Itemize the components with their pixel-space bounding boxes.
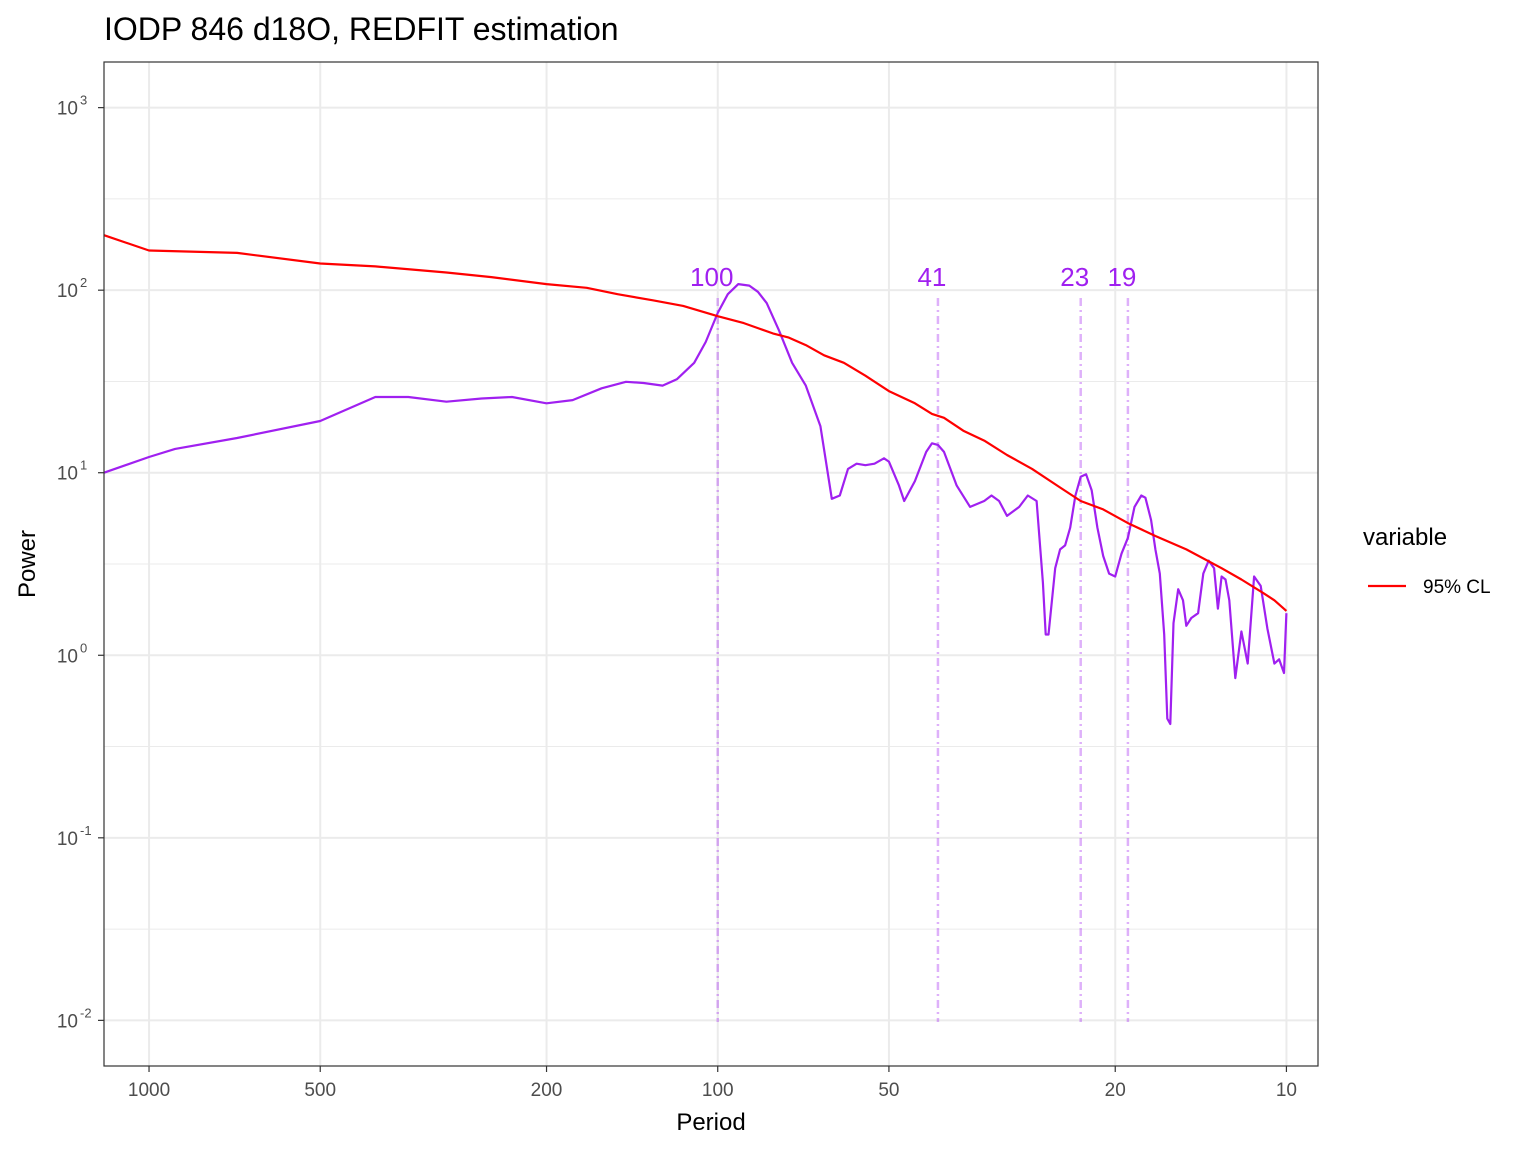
x-axis-ticks: 1000 500 200 100 50 20 10 <box>128 1066 1297 1101</box>
y-tick-exponent: 3 <box>80 93 87 108</box>
legend-title: variable <box>1363 524 1447 551</box>
x-tick-label: 1000 <box>128 1080 170 1101</box>
x-tick-label: 200 <box>531 1080 563 1101</box>
y-tick-exponent: 2 <box>80 275 87 290</box>
series-line-95cl <box>103 234 1288 612</box>
peak-period-labels: 100 41 23 19 <box>690 262 1136 292</box>
y-tick-label: 10 <box>57 464 78 485</box>
y-tick-label: 10 <box>57 829 78 850</box>
chart-title: IODP 846 d18O, REDFIT estimation <box>104 11 619 47</box>
legend: variable 95% CL <box>1363 524 1491 598</box>
y-axis-title: Power <box>14 530 41 598</box>
peak-label-23: 23 <box>1060 262 1089 292</box>
x-tick-label: 20 <box>1105 1080 1126 1101</box>
y-tick-exponent: -1 <box>80 823 92 838</box>
legend-label-95cl: 95% CL <box>1423 577 1491 598</box>
peak-period-lines <box>716 298 1130 1022</box>
series-lines <box>103 234 1288 726</box>
y-tick-label: 10 <box>57 646 78 667</box>
major-gridlines <box>104 62 1318 1066</box>
x-tick-label: 500 <box>304 1080 336 1101</box>
x-tick-label: 100 <box>702 1080 734 1101</box>
peak-label-41: 41 <box>917 262 946 292</box>
x-tick-label: 50 <box>878 1080 899 1101</box>
y-tick-exponent: 1 <box>80 458 87 473</box>
x-tick-label: 10 <box>1276 1080 1297 1101</box>
x-axis-title: Period <box>676 1109 745 1136</box>
y-tick-label: 10 <box>57 99 78 120</box>
plot-panel-border <box>103 61 1319 1067</box>
peak-label-100: 100 <box>690 262 733 292</box>
series-line-power <box>103 283 1288 726</box>
y-tick-exponent: 0 <box>80 640 87 655</box>
y-tick-exponent: -2 <box>80 1005 92 1020</box>
y-tick-label: 10 <box>57 281 78 302</box>
y-tick-label: 10 <box>57 1011 78 1032</box>
peak-label-19: 19 <box>1107 262 1136 292</box>
